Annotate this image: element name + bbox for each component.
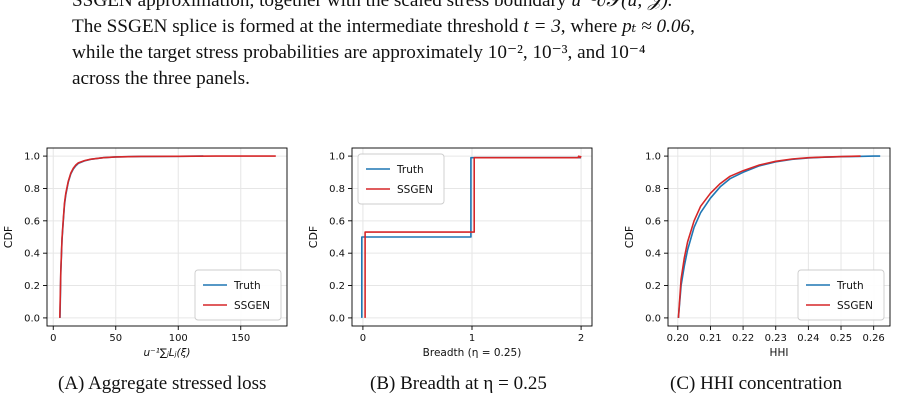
- legend-label: Truth: [396, 164, 424, 176]
- y-tick-label: 0.2: [329, 281, 345, 292]
- y-tick-label: 0.6: [645, 216, 661, 227]
- y-tick-label: 0.4: [24, 249, 40, 260]
- x-tick-label: 0.23: [765, 333, 787, 344]
- text-line-2: The SSGEN splice is formed at the interm…: [72, 14, 872, 40]
- x-tick-label: 0.22: [732, 333, 754, 344]
- x-tick-label: 0.24: [797, 333, 819, 344]
- text-span: while the target stress probabilities ar…: [72, 42, 488, 63]
- legend-label: Truth: [836, 280, 864, 292]
- x-tick-label: 0.20: [667, 333, 689, 344]
- math-span: 10⁻², 10⁻³, and 10⁻⁴: [487, 42, 646, 63]
- caption-a: (A) Aggregate stressed loss: [58, 373, 267, 394]
- y-tick-label: 0.0: [645, 313, 661, 324]
- x-tick-label: 0: [360, 333, 366, 344]
- y-tick-label: 1.0: [24, 152, 40, 163]
- x-axis-label: Breadth (η = 0.25): [423, 347, 522, 359]
- y-tick-label: 0.8: [24, 184, 40, 195]
- caption-b: (B) Breadth at η = 0.25: [370, 373, 547, 394]
- y-tick-label: 0.6: [24, 216, 40, 227]
- x-tick-label: 150: [231, 333, 250, 344]
- text-line-3: while the target stress probabilities ar…: [72, 40, 872, 66]
- y-axis-label: CDF: [307, 226, 320, 248]
- series-line-ssgen: [59, 155, 276, 318]
- figure-panels: 0 50 100 150 0.0 0.2 0.4 0.6 0.8 1.0 CDF u⁻¹∑ⱼLⱼ(ξ)…: [0, 140, 904, 404]
- legend-label: Truth: [233, 280, 261, 292]
- y-tick-label: 0.0: [24, 313, 40, 324]
- y-tick-label: 0.6: [329, 216, 345, 227]
- plot-frame: [667, 147, 891, 327]
- text-line-1: SSGEN approximation, together with the s…: [72, 0, 872, 14]
- y-axis-label: CDF: [623, 226, 636, 248]
- figure-description: SSGEN approximation, together with the s…: [72, 0, 872, 92]
- x-tick-label: 50: [109, 333, 122, 344]
- y-tick-label: 0.2: [645, 281, 661, 292]
- y-tick-label: 0.8: [645, 184, 661, 195]
- x-tick-label: 0.21: [699, 333, 721, 344]
- x-tick-label: 1: [469, 333, 475, 344]
- y-tick-label: 0.4: [645, 249, 661, 260]
- math-span: pₜ ≈ 0.06: [622, 16, 691, 37]
- series-line-truth: [59, 155, 204, 318]
- plot-frame: [46, 147, 288, 327]
- chart-breadth: 0 1 2 0.0 0.2 0.4 0.6 0.8 1.0 CDF Breadth (η = 0.2…: [307, 147, 593, 359]
- y-tick-label: 0.0: [329, 313, 345, 324]
- series-line-ssgen: [677, 155, 861, 318]
- caption-c: (C) HHI concentration: [670, 373, 842, 394]
- y-tick-label: 1.0: [645, 152, 661, 163]
- y-tick-label: 0.4: [329, 249, 345, 260]
- x-tick-label: 0.25: [830, 333, 852, 344]
- x-tick-label: 0: [50, 333, 56, 344]
- chart-hhi-concentration: 0.20 0.21 0.22 0.23 0.24 0.25 0.26 0.0 0.2 0.4 0.6…: [623, 147, 891, 359]
- legend-label: SSGEN: [397, 184, 433, 196]
- text-span: SSGEN approximation, together with the s…: [72, 0, 572, 11]
- chart-aggregate-stressed-loss: 0 50 100 150 0.0 0.2 0.4 0.6 0.8 1.0 CDF u⁻¹∑ⱼLⱼ(ξ)…: [2, 147, 288, 359]
- x-tick-label: 2: [578, 333, 584, 344]
- legend-label: SSGEN: [837, 300, 873, 312]
- y-tick-label: 0.8: [329, 184, 345, 195]
- y-tick-label: 0.2: [24, 281, 40, 292]
- legend-box: [797, 269, 885, 321]
- series-line-ssgen: [364, 155, 582, 318]
- x-tick-label: 0.26: [863, 333, 885, 344]
- x-axis-label: HHI: [770, 347, 789, 359]
- legend-label: SSGEN: [234, 300, 270, 312]
- y-axis-label: CDF: [2, 226, 15, 248]
- x-axis-label: u⁻¹∑ⱼLⱼ(ξ): [143, 347, 190, 359]
- legend-box: [357, 153, 445, 205]
- legend-box: [194, 269, 282, 321]
- math-span: u⁻¹∂𝒮(u; 𝒥).: [571, 0, 673, 11]
- x-tick-label: 100: [169, 333, 188, 344]
- text-span: The SSGEN splice is formed at the interm…: [72, 16, 524, 37]
- y-tick-label: 1.0: [329, 152, 345, 163]
- math-span: t = 3: [523, 16, 561, 37]
- text-span: , where: [560, 16, 623, 37]
- text-line-4: across the three panels.: [72, 68, 250, 89]
- text-span: ,: [690, 16, 695, 37]
